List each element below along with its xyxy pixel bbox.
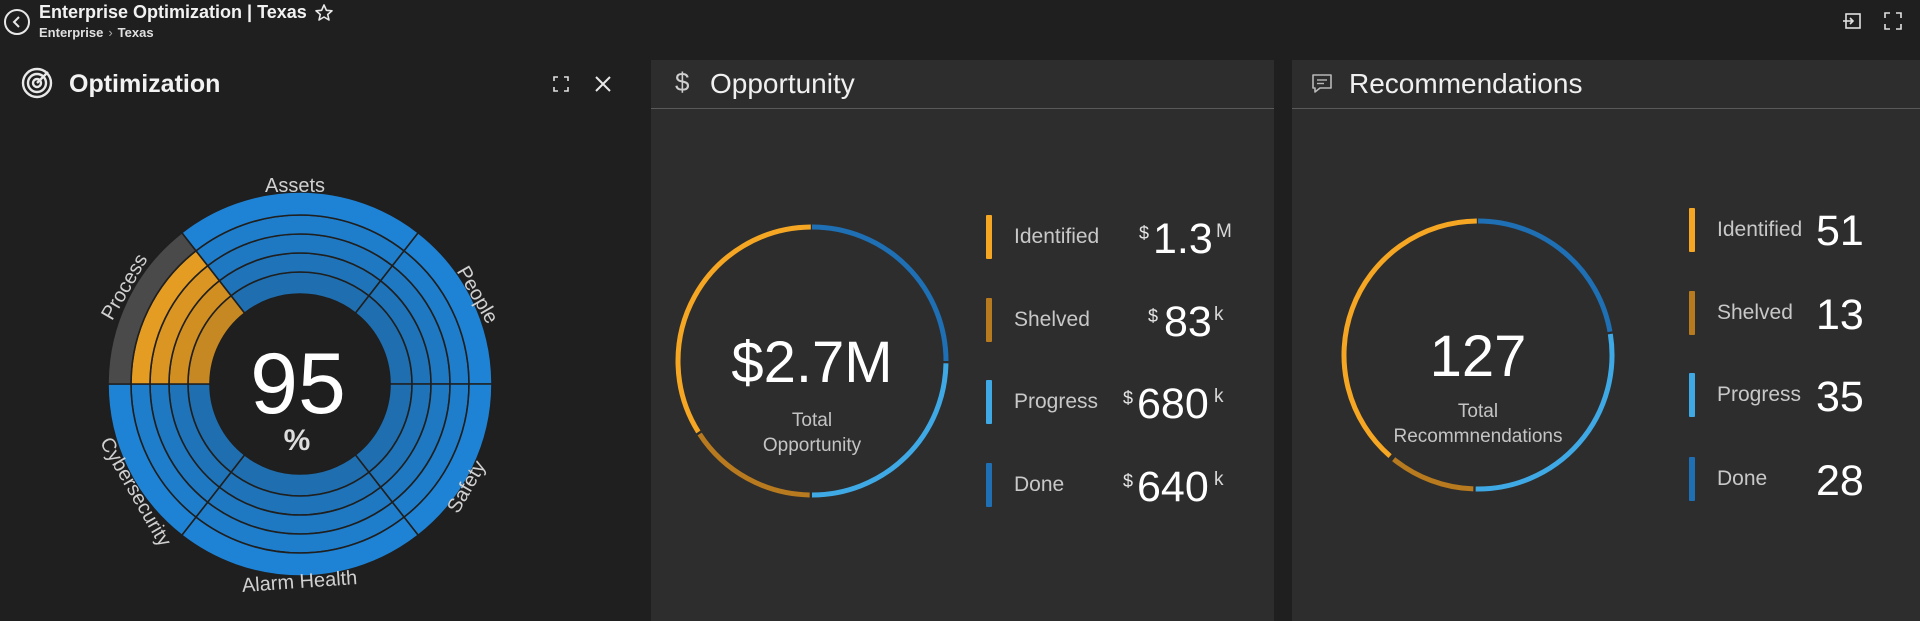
legend-bar (1689, 291, 1695, 335)
opportunity-total: $2.7M (731, 330, 893, 395)
radial-center (210, 294, 390, 474)
optimization-title: Optimization (69, 70, 221, 98)
legend-label: Progress (1014, 390, 1099, 413)
opportunity-item-progress[interactable]: Progress $ 680 k (986, 380, 1246, 428)
fullscreen-icon[interactable] (1884, 12, 1902, 30)
legend-value: 680 (1137, 380, 1209, 428)
recommendations-item-identified[interactable]: Identified 51 (1689, 207, 1889, 256)
opportunity-donut-segment-1[interactable] (811, 224, 949, 362)
back-arrow-icon (12, 16, 20, 28)
legend-value: 35 (1816, 373, 1864, 421)
recommendations-item-shelved[interactable]: Shelved 13 (1689, 291, 1889, 339)
legend-bar (986, 298, 992, 342)
expand-icon[interactable] (553, 76, 569, 92)
opportunity-panel: $ Opportunity (651, 60, 1274, 621)
legend-bar (1689, 373, 1695, 417)
opportunity-total-label-line1: Total (791, 410, 833, 431)
recommendations-total: 127 (1429, 324, 1527, 389)
opportunity-donut (675, 224, 949, 498)
legend-label: Progress (1717, 383, 1802, 406)
opportunity-item-done[interactable]: Done $ 640 k (986, 463, 1246, 511)
legend-currency: $ (1123, 471, 1134, 491)
recommendations-title: Recommendations (1349, 68, 1583, 99)
comment-icon (1312, 74, 1332, 93)
legend-unit: k (1214, 469, 1224, 490)
radial-cell-process-5[interactable] (107, 231, 198, 385)
legend-value: 13 (1816, 291, 1864, 339)
legend-value: 640 (1137, 463, 1209, 511)
optimization-score-unit: % (284, 424, 311, 457)
legend-value: 1.3 (1153, 215, 1213, 263)
recommendations-item-progress[interactable]: Progress 35 (1689, 373, 1889, 421)
opportunity-donut-segment-2[interactable] (811, 363, 949, 498)
opportunity-header: $ Opportunity (651, 60, 1274, 109)
legend-bar (1689, 457, 1695, 501)
recommendations-header: Recommendations (1292, 60, 1920, 109)
legend-bar (1689, 208, 1695, 252)
legend-currency: $ (1148, 306, 1159, 326)
opportunity-item-identified[interactable]: Identified $ 1.3 M (986, 215, 1246, 263)
sign-in-icon[interactable] (1842, 12, 1862, 30)
legend-currency: $ (1123, 388, 1134, 408)
legend-bar (986, 215, 992, 259)
legend-label: Identified (1014, 225, 1100, 248)
legend-currency: $ (1139, 223, 1150, 243)
legend-value: 28 (1816, 457, 1864, 505)
back-button[interactable] (4, 9, 30, 35)
chevron-right-icon: › (108, 25, 113, 40)
recommendations-total-label-line1: Total (1457, 401, 1499, 422)
legend-label: Done (1717, 467, 1768, 490)
breadcrumb-item-enterprise[interactable]: Enterprise (39, 25, 104, 40)
recommendations-item-done[interactable]: Done 28 (1689, 457, 1889, 505)
breadcrumb-item-texas[interactable]: Texas (117, 25, 154, 40)
optimization-score: 95 (250, 336, 346, 432)
segment-label-assets: Assets (265, 175, 325, 197)
opportunity-item-shelved[interactable]: Shelved $ 83 k (986, 298, 1246, 346)
opportunity-title: Opportunity (710, 68, 855, 99)
page-title: Enterprise Optimization | Texas (39, 2, 307, 22)
breadcrumb: Enterprise › Texas (39, 25, 154, 40)
legend-label: Done (1014, 473, 1065, 496)
recommendations-panel: Recommendations (1292, 60, 1920, 621)
recommendations-donut-segment-3[interactable] (1392, 457, 1474, 492)
legend-bar (986, 380, 992, 424)
close-icon[interactable] (594, 75, 612, 93)
top-bar: Enterprise Optimization | Texas Enterpri… (0, 0, 1920, 48)
recommendations-donut-segment-1[interactable] (1477, 218, 1613, 333)
opportunity-donut-segment-4[interactable] (675, 224, 811, 434)
legend-unit: M (1216, 221, 1232, 242)
star-icon[interactable] (314, 3, 334, 23)
legend-label: Identified (1717, 218, 1803, 241)
legend-unit: k (1214, 304, 1224, 325)
legend-label: Shelved (1717, 301, 1793, 324)
legend-unit: k (1214, 386, 1224, 407)
target-icon (21, 67, 53, 99)
opportunity-donut-segment-3[interactable] (697, 432, 810, 498)
recommendations-donut (1341, 218, 1615, 492)
legend-value: 83 (1164, 298, 1212, 346)
optimization-radial-chart: 95 % Assets People Safety Alarm Health C… (100, 175, 500, 597)
recommendations-donut-segment-2[interactable] (1475, 333, 1615, 492)
recommendations-total-label-line2: Recommnendations (1393, 426, 1563, 447)
legend-label: Shelved (1014, 308, 1090, 331)
opportunity-total-label-line2: Opportunity (762, 435, 862, 456)
opportunity-total-label: Total Opportunity (673, 408, 951, 458)
dollar-icon: $ (675, 67, 690, 97)
legend-value: 51 (1816, 207, 1864, 255)
recommendations-donut-segment-4[interactable] (1341, 218, 1477, 459)
legend-bar (986, 463, 992, 507)
recommendations-total-label: Total Recommnendations (1339, 399, 1617, 449)
